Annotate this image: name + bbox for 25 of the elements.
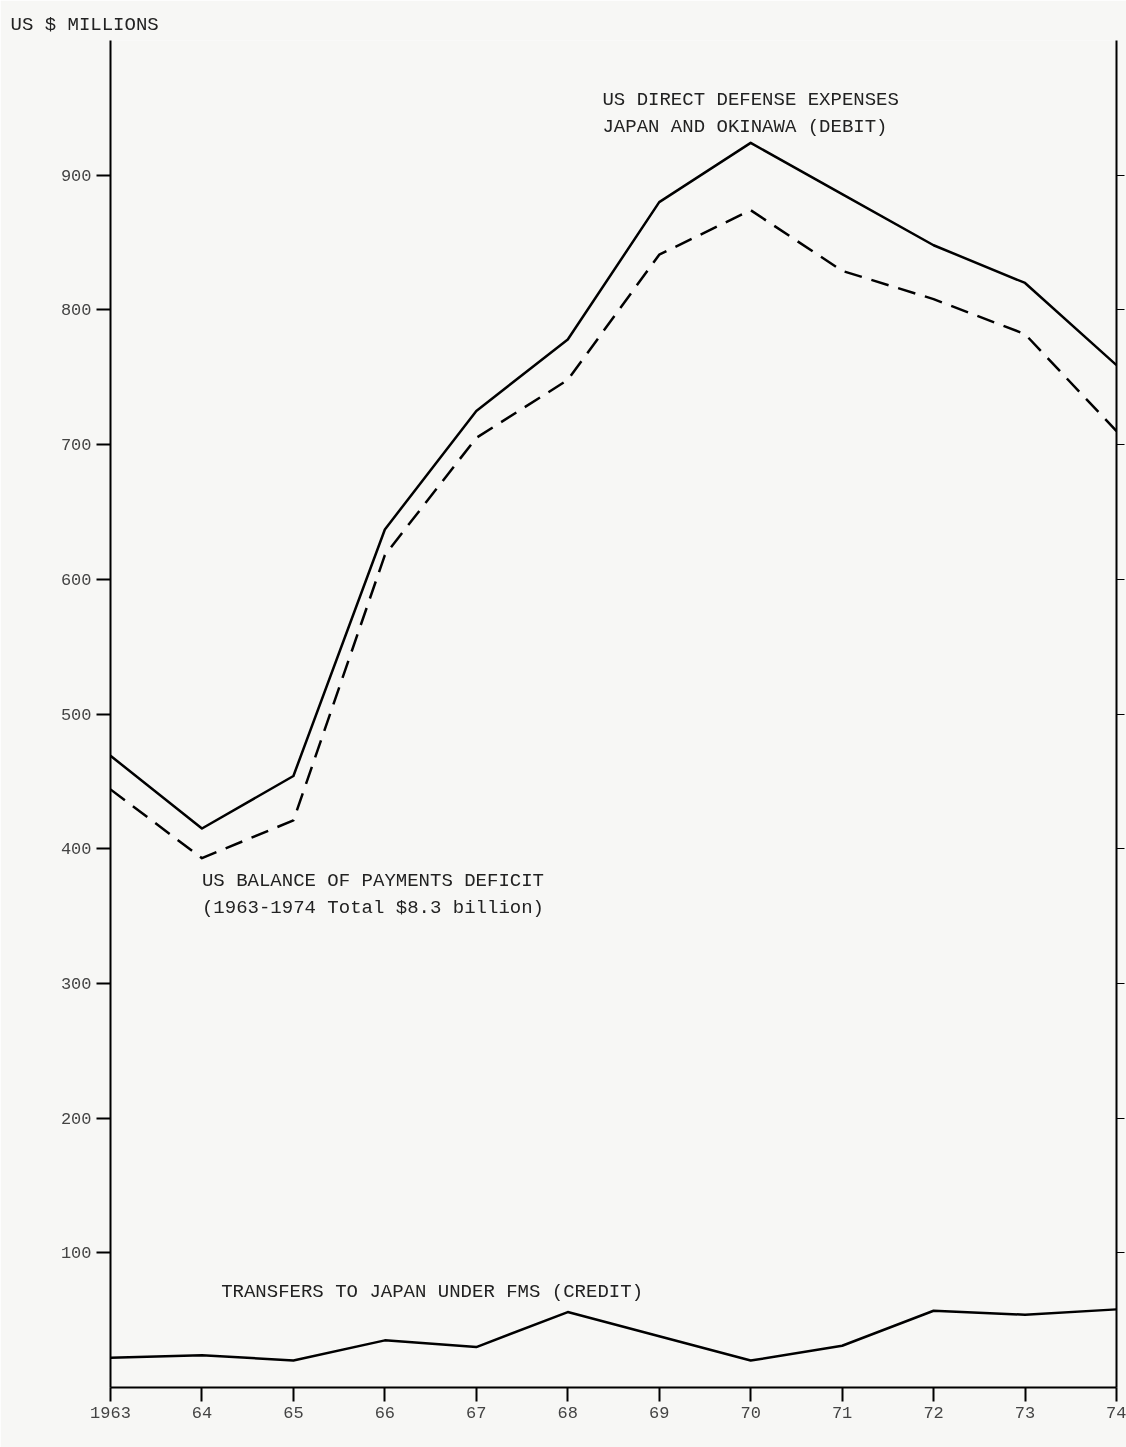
x-tick-label: 67 bbox=[466, 1403, 487, 1423]
x-tick-label: 1963 bbox=[90, 1403, 131, 1423]
y-tick-label: 300 bbox=[60, 974, 92, 994]
series-label: US DIRECT DEFENSE EXPENSES JAPAN AND OKINAWA (DEBIT) bbox=[602, 89, 899, 138]
x-tick-label: 64 bbox=[191, 1403, 213, 1423]
x-tick-label: 72 bbox=[923, 1403, 944, 1423]
y-tick-label: 100 bbox=[60, 1244, 92, 1264]
y-tick-label: 500 bbox=[60, 705, 92, 725]
x-tick-label: 73 bbox=[1014, 1403, 1036, 1423]
x-tick-label: 69 bbox=[649, 1403, 670, 1423]
y-axis-title: US $ MILLIONS bbox=[10, 13, 159, 36]
y-tick-label: 400 bbox=[60, 840, 92, 860]
x-tick-label: 74 bbox=[1106, 1403, 1126, 1423]
x-tick-label: 70 bbox=[740, 1403, 761, 1423]
y-tick-label: 200 bbox=[60, 1109, 92, 1129]
series-label: US BALANCE OF PAYMENTS DEFICIT (1963-1974 Total $8.3 billion) bbox=[201, 870, 545, 919]
x-tick-label: 65 bbox=[283, 1403, 304, 1423]
y-tick-label: 700 bbox=[60, 436, 92, 456]
y-tick-label: 800 bbox=[60, 301, 92, 321]
x-tick-label: 68 bbox=[557, 1403, 578, 1423]
x-tick-label: 66 bbox=[374, 1403, 396, 1423]
y-tick-label: 600 bbox=[60, 570, 92, 590]
y-tick-label: 900 bbox=[60, 166, 92, 186]
series-label: TRANSFERS TO JAPAN UNDER FMS (CREDIT) bbox=[221, 1281, 644, 1304]
x-tick-label: 71 bbox=[831, 1403, 853, 1423]
